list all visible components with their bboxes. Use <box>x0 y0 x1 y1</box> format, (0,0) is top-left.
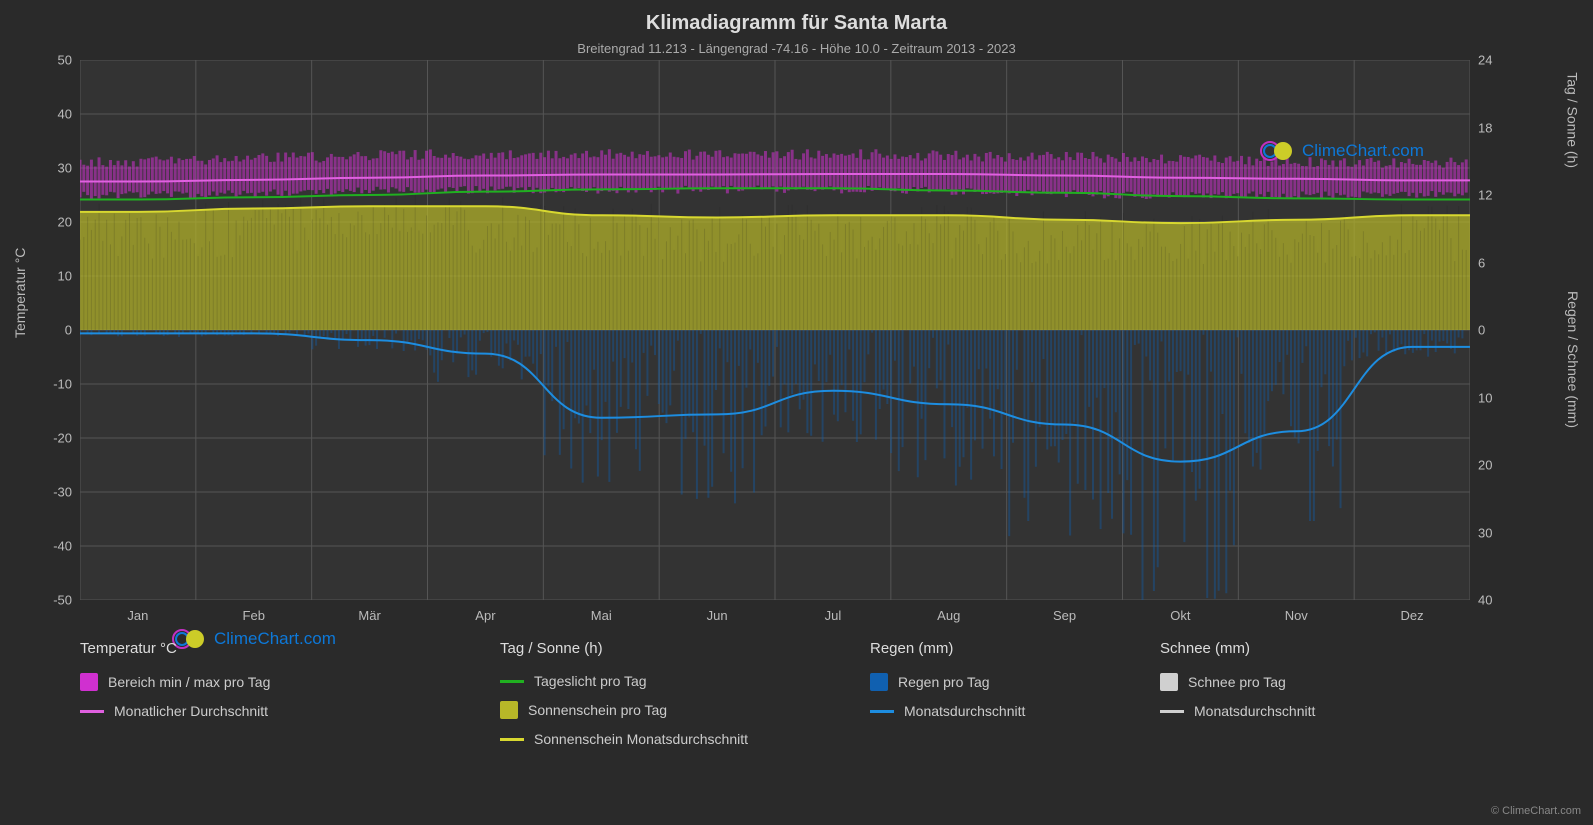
ytick-right-bottom: 10 <box>1478 390 1492 405</box>
legend-header: Regen (mm) <box>870 640 1160 657</box>
legend-header: Schnee (mm) <box>1160 640 1440 657</box>
ytick-left: -40 <box>53 539 72 554</box>
watermark-text: ClimeChart.com <box>1302 141 1424 161</box>
legend-item: Regen pro Tag <box>870 673 1160 691</box>
legend-label: Regen pro Tag <box>898 674 990 690</box>
ytick-left: 50 <box>58 53 72 68</box>
legend-label: Monatsdurchschnitt <box>1194 703 1315 719</box>
legend-line-icon <box>500 738 524 741</box>
month-label: Mai <box>591 608 612 623</box>
ytick-right-bottom: 40 <box>1478 593 1492 608</box>
legend-item: Monatlicher Durchschnitt <box>80 703 500 719</box>
legend-item: Tageslicht pro Tag <box>500 673 870 689</box>
chart-title: Klimadiagramm für Santa Marta <box>0 0 1593 35</box>
month-label: Jun <box>707 608 728 623</box>
legend-line-icon <box>80 710 104 713</box>
month-label: Mär <box>358 608 380 623</box>
legend-item: Monatsdurchschnitt <box>870 703 1160 719</box>
axis-title-right-bottom: Regen / Schnee (mm) <box>1565 291 1581 428</box>
legend-item: Schnee pro Tag <box>1160 673 1440 691</box>
legend-item: Bereich min / max pro Tag <box>80 673 500 691</box>
month-label: Sep <box>1053 608 1076 623</box>
legend-header: Tag / Sonne (h) <box>500 640 870 657</box>
legend-header: Temperatur °C <box>80 640 500 657</box>
month-label: Apr <box>475 608 495 623</box>
chart-legend: Temperatur °C Bereich min / max pro Tag Mo… <box>80 640 1470 747</box>
copyright-text: © ClimeChart.com <box>1491 805 1581 817</box>
ytick-left: 20 <box>58 215 72 230</box>
legend-swatch-icon <box>80 673 98 691</box>
ytick-left: 0 <box>65 323 72 338</box>
axis-title-left: Temperatur °C <box>12 248 28 338</box>
month-label: Aug <box>937 608 960 623</box>
legend-group: Regen (mm) Regen pro Tag Monatsdurchschnit… <box>870 640 1160 747</box>
month-label: Nov <box>1285 608 1308 623</box>
ytick-right-top: 12 <box>1478 188 1492 203</box>
watermark: ClimeChart.com <box>1260 140 1424 162</box>
month-label: Jan <box>127 608 148 623</box>
ytick-left: -20 <box>53 431 72 446</box>
ytick-left: 10 <box>58 269 72 284</box>
legend-group: Schnee (mm) Schnee pro Tag Monatsdurchschn… <box>1160 640 1440 747</box>
climate-chart: Klimadiagramm für Santa Marta Breitengra… <box>0 0 1593 825</box>
legend-item: Monatsdurchschnitt <box>1160 703 1440 719</box>
ytick-left: 30 <box>58 161 72 176</box>
month-label: Feb <box>243 608 265 623</box>
legend-line-icon <box>870 710 894 713</box>
axis-title-right-top: Tag / Sonne (h) <box>1565 72 1581 168</box>
legend-line-icon <box>500 680 524 683</box>
legend-line-icon <box>1160 710 1184 713</box>
legend-label: Sonnenschein pro Tag <box>528 702 667 718</box>
ytick-right-top: 6 <box>1478 255 1485 270</box>
month-label: Jul <box>825 608 842 623</box>
legend-item: Sonnenschein Monatsdurchschnitt <box>500 731 870 747</box>
legend-label: Sonnenschein Monatsdurchschnitt <box>534 731 748 747</box>
ytick-left: -50 <box>53 593 72 608</box>
legend-label: Schnee pro Tag <box>1188 674 1286 690</box>
legend-label: Tageslicht pro Tag <box>534 673 647 689</box>
ytick-left: 40 <box>58 107 72 122</box>
legend-swatch-icon <box>870 673 888 691</box>
legend-label: Bereich min / max pro Tag <box>108 674 270 690</box>
legend-swatch-icon <box>1160 673 1178 691</box>
ytick-right-top: 18 <box>1478 120 1492 135</box>
month-label: Dez <box>1401 608 1424 623</box>
plot-area: -50-40-30-20-100102030405006121824102030… <box>80 60 1470 600</box>
chart-subtitle: Breitengrad 11.213 - Längengrad -74.16 -… <box>0 35 1593 56</box>
ytick-left: -10 <box>53 377 72 392</box>
legend-label: Monatsdurchschnitt <box>904 703 1025 719</box>
ytick-right-bottom: 20 <box>1478 458 1492 473</box>
watermark-logo-icon <box>1260 140 1296 162</box>
legend-group: Tag / Sonne (h) Tageslicht pro Tag Sonnens… <box>500 640 870 747</box>
legend-group: Temperatur °C Bereich min / max pro Tag Mo… <box>80 640 500 747</box>
month-label: Okt <box>1170 608 1190 623</box>
ytick-right-bottom: 30 <box>1478 525 1492 540</box>
ytick-right-top: 0 <box>1478 323 1485 338</box>
legend-label: Monatlicher Durchschnitt <box>114 703 268 719</box>
ytick-left: -30 <box>53 485 72 500</box>
ytick-right-top: 24 <box>1478 53 1492 68</box>
legend-item: Sonnenschein pro Tag <box>500 701 870 719</box>
legend-swatch-icon <box>500 701 518 719</box>
